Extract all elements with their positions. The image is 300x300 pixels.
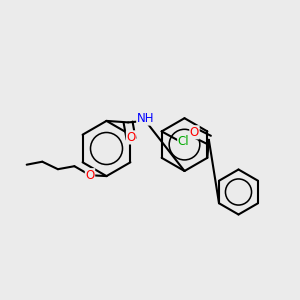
Text: O: O bbox=[127, 131, 136, 144]
Text: O: O bbox=[190, 126, 199, 139]
Text: Cl: Cl bbox=[178, 135, 189, 148]
Text: NH: NH bbox=[137, 112, 154, 125]
Text: O: O bbox=[85, 169, 94, 182]
